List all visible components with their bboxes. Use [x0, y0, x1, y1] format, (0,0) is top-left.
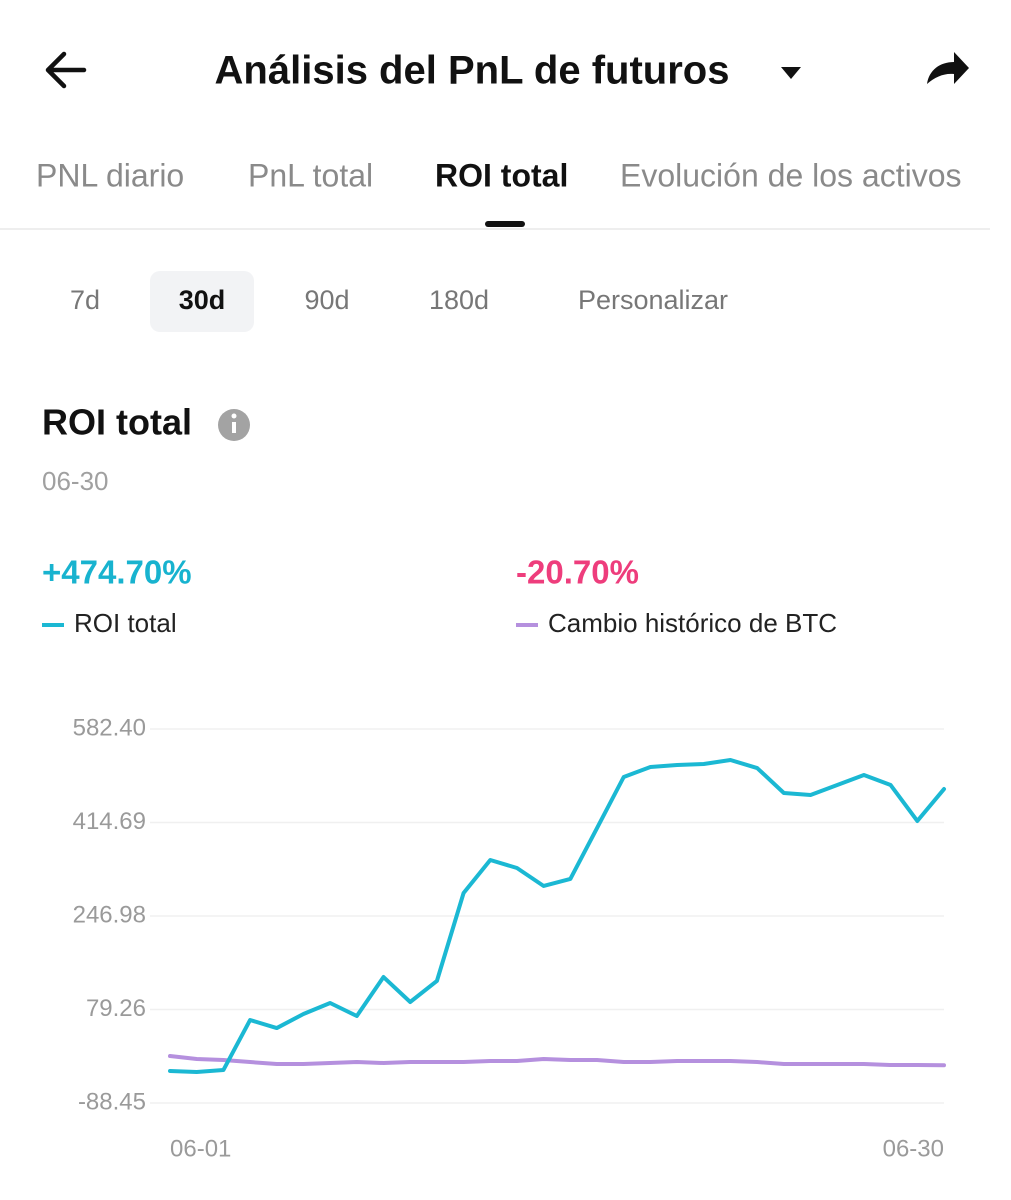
x-tick-label: 06-01 [170, 1135, 231, 1162]
series-line [168, 1054, 946, 1068]
section-date: 06-30 [42, 466, 109, 496]
chart: +474.70% ROI total -20.70% Cambio histórico… [42, 554, 946, 1162]
legend-label: ROI total [74, 608, 177, 638]
period-option[interactable]: 7d [70, 285, 100, 315]
tab[interactable]: Evolución de los activos [620, 157, 962, 193]
y-tick-label: 414.69 [73, 808, 146, 835]
y-tick-label: 246.98 [73, 901, 146, 928]
period-selected-bg [150, 271, 254, 332]
y-tick-label: 79.26 [86, 995, 146, 1022]
share-button[interactable] [927, 52, 969, 84]
x-tick-label: 06-30 [883, 1135, 944, 1162]
tab[interactable]: PnL total [248, 157, 373, 193]
y-tick-label: 582.40 [73, 714, 146, 741]
summary-value: +474.70% [42, 554, 192, 591]
period-option[interactable]: 30d [179, 285, 226, 315]
summary-value: -20.70% [516, 554, 639, 591]
period-bar: 7d 30d 90d 180d Personalizar [70, 285, 728, 315]
dropdown-icon[interactable] [781, 67, 801, 79]
period-option[interactable]: 90d [304, 285, 349, 315]
info-icon[interactable] [218, 409, 250, 441]
y-tick-label: -88.45 [78, 1088, 146, 1115]
tab-indicator [485, 221, 525, 227]
series-line [168, 757, 946, 1074]
period-option[interactable]: 180d [429, 285, 489, 315]
back-button[interactable] [45, 51, 87, 89]
page-title[interactable]: Análisis del PnL de futuros [215, 49, 730, 93]
legend-label: Cambio histórico de BTC [548, 608, 837, 638]
period-option[interactable]: Personalizar [578, 285, 728, 315]
tab-bar: PNL diario PnL total ROI total Evolución de… [36, 157, 962, 193]
tab[interactable]: PNL diario [36, 157, 184, 193]
tab[interactable]: ROI total [435, 157, 568, 193]
section-title: ROI total [42, 402, 192, 443]
